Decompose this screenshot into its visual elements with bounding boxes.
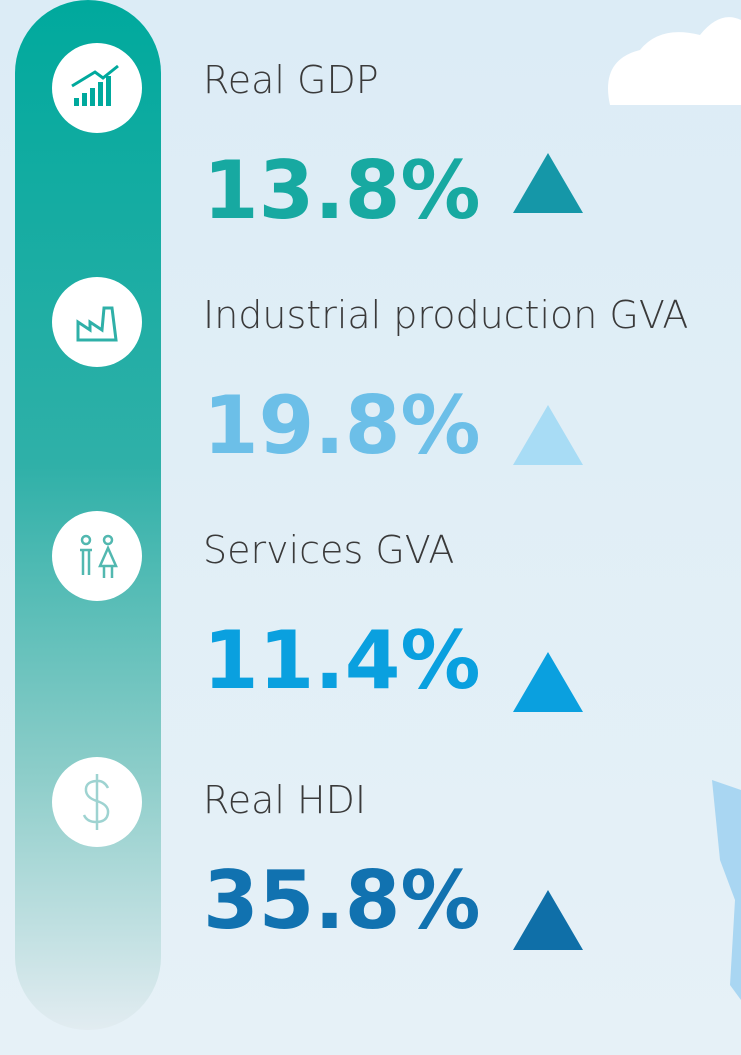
item-label: Services GVA (203, 528, 454, 572)
icon-growth (52, 43, 142, 133)
icon-dollar (52, 757, 142, 847)
item-value: 19.8% (203, 379, 481, 472)
item-label: Real GDP (203, 58, 379, 102)
icon-factory (52, 277, 142, 367)
item-value: 35.8% (203, 854, 481, 947)
item-value: 13.8% (203, 144, 481, 237)
item-label: Industrial production GVA (203, 293, 688, 337)
icon-people (52, 511, 142, 601)
page: {"items": [ {"label": "Real GDP", "value… (0, 0, 741, 1055)
item-value: 11.4% (203, 614, 481, 707)
item-label: Real HDI (203, 778, 366, 822)
infographic: Real GDP 13.8% Industrial production GVA… (0, 0, 741, 1055)
